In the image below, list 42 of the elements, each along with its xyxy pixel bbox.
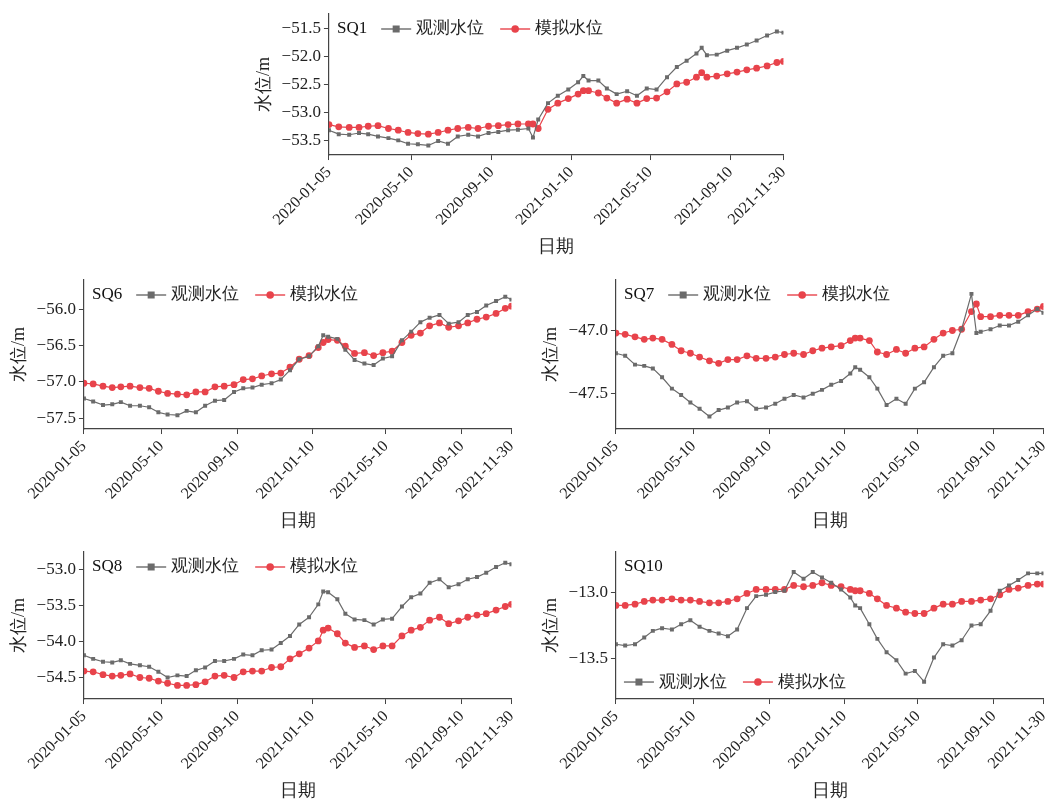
legend-label: 观测水位 [171,556,240,576]
x-axis-title: 日期 [811,779,848,800]
x-axis-title: 日期 [538,235,575,256]
legend-label: 观测水位 [416,18,485,38]
y-tick-label: −53.5 [36,595,76,615]
y-tick-label: −57.5 [36,407,76,427]
y-axis-title: 水位/m [7,327,28,383]
y-tick-label: −13.5 [568,648,608,668]
legend-label: 观测水位 [658,671,727,691]
y-axis-title: 水位/m [539,327,560,383]
y-tick-label: −57.0 [36,371,76,391]
y-tick-label: −13.0 [568,581,608,601]
y-tick-label: −56.5 [36,334,76,354]
y-axis-title: 水位/m [539,598,560,654]
y-tick-label: −53.0 [36,559,76,579]
chart-title: SQ10 [623,556,663,576]
x-axis-title: 日期 [811,509,848,530]
y-tick-label: −53.0 [281,102,321,122]
chart-title: SQ8 [91,556,123,576]
chart-title: SQ1 [336,18,368,38]
legend-label: 模拟水位 [777,671,846,691]
chart-title: SQ6 [91,284,123,304]
y-tick-label: −53.5 [281,130,321,150]
y-tick-label: −47.5 [568,383,608,403]
y-tick-label: −52.5 [281,73,321,93]
legend-label: 模拟水位 [535,18,604,38]
legend-label: 模拟水位 [290,556,359,576]
y-axis-title: 水位/m [252,57,273,113]
legend-label: 模拟水位 [290,284,359,304]
y-tick-label: −52.0 [281,45,321,65]
y-tick-label: −54.0 [36,631,76,651]
y-tick-label: −56.0 [36,298,76,318]
legend-label: 观测水位 [703,284,772,304]
legend-label: 模拟水位 [822,284,891,304]
x-axis-title: 日期 [279,779,316,800]
legend-label: 观测水位 [171,284,240,304]
y-tick-label: −54.5 [36,666,76,686]
chart-title: SQ7 [623,284,655,304]
y-tick-label: −51.5 [281,17,321,37]
y-axis-title: 水位/m [7,598,28,654]
y-tick-label: −47.0 [568,319,608,339]
x-axis-title: 日期 [279,509,316,530]
